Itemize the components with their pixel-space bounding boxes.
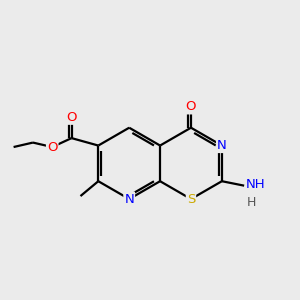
Text: O: O bbox=[47, 140, 58, 154]
Text: NH: NH bbox=[246, 178, 265, 191]
Text: S: S bbox=[187, 193, 195, 206]
Text: H: H bbox=[247, 196, 256, 208]
Text: O: O bbox=[186, 100, 196, 113]
Text: N: N bbox=[217, 139, 227, 152]
Text: N: N bbox=[124, 193, 134, 206]
Text: O: O bbox=[66, 111, 77, 124]
